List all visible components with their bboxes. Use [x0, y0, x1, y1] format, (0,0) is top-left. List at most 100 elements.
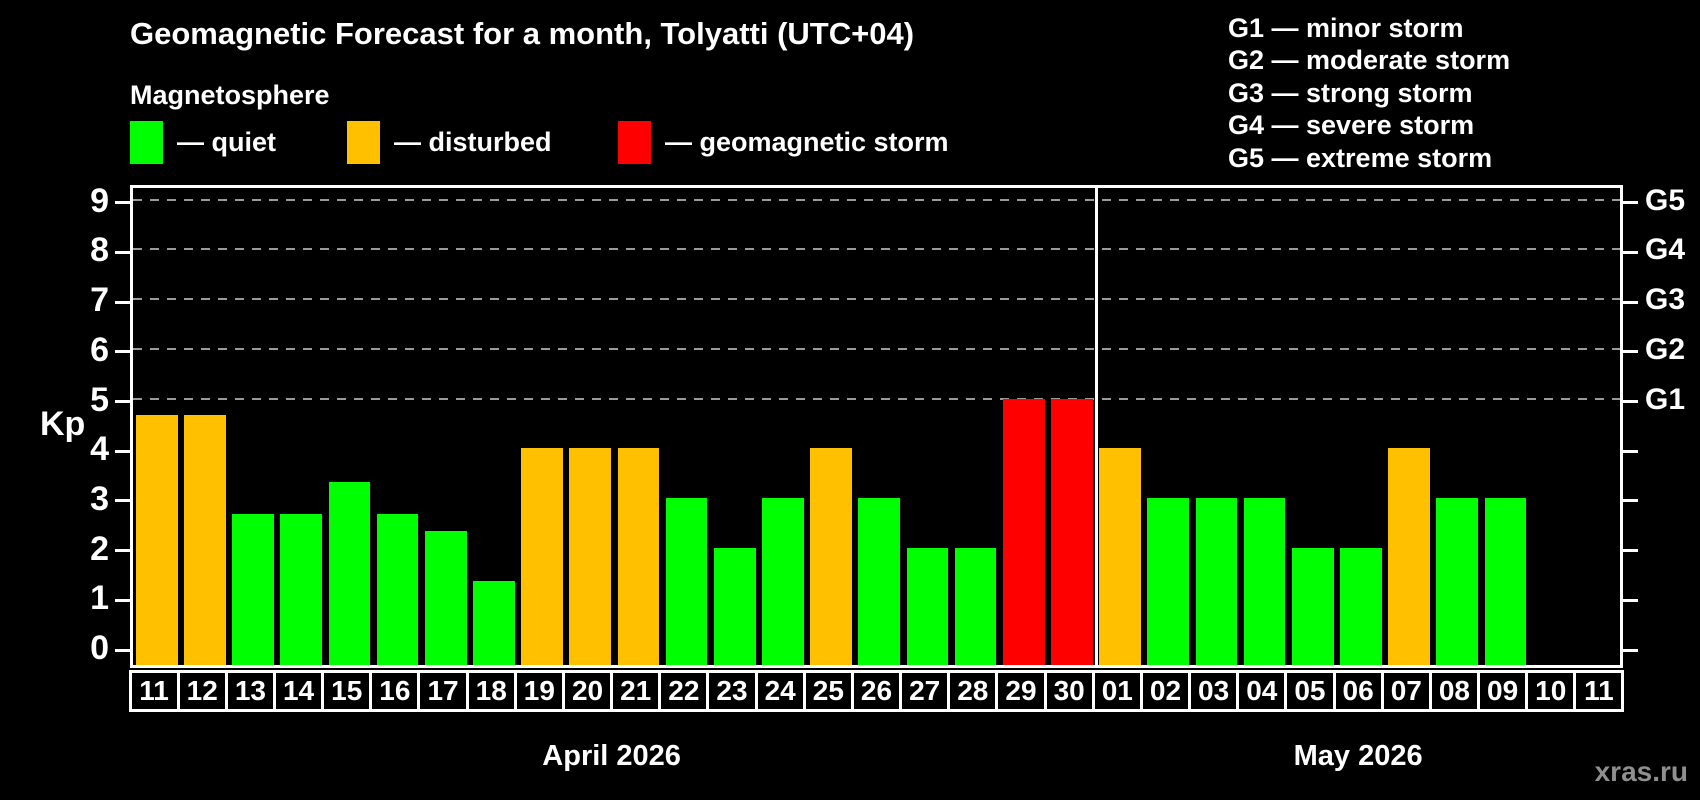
legend-item-storm: — geomagnetic storm	[618, 120, 949, 164]
plot-area	[130, 185, 1623, 668]
kp-bar-april-30	[1051, 398, 1093, 665]
y-axis-tick-left-1	[115, 598, 130, 602]
month-separator-line	[1094, 188, 1098, 665]
y-axis-tick-left-9	[115, 201, 130, 205]
y-axis-label-2: 2	[90, 529, 109, 568]
g-axis-label-g4: G4	[1645, 233, 1686, 267]
y-axis-tick-left-5	[115, 400, 130, 403]
g-legend-line-4: G4 — severe storm	[1228, 110, 1475, 141]
kp-bar-april-18	[473, 580, 515, 665]
day-label-cell-23: 23	[706, 670, 758, 712]
day-label-cell-07: 07	[1380, 670, 1432, 712]
y-axis-tick-right-5	[1623, 400, 1638, 403]
y-axis-tick-right-3	[1623, 499, 1638, 503]
kp-bar-april-22	[665, 497, 708, 665]
y-axis-label-3: 3	[90, 479, 109, 518]
gridline-kp6	[133, 347, 1620, 350]
day-label-cell-18: 18	[465, 670, 517, 712]
legend-label-disturbed: — disturbed	[394, 126, 552, 157]
y-axis-tick-right-7	[1623, 300, 1638, 304]
kp-bar-april-15	[328, 481, 371, 665]
y-axis-tick-right-0	[1623, 648, 1638, 652]
y-axis-label-4: 4	[90, 430, 109, 469]
legend-label-quiet: — quiet	[177, 126, 276, 157]
kp-bar-april-20	[569, 448, 612, 665]
kp-bar-april-24	[762, 497, 804, 665]
kp-axis-title: Kp	[40, 405, 86, 444]
day-label-cell-02: 02	[1139, 670, 1192, 712]
y-axis-tick-right-4	[1623, 449, 1638, 453]
y-axis-label-7: 7	[90, 281, 109, 320]
day-label-cell-27: 27	[899, 670, 951, 712]
kp-bar-may-08	[1436, 497, 1478, 665]
day-label-cell-28: 28	[947, 670, 999, 712]
gridline-kp7	[133, 298, 1620, 301]
day-label-cell-10: 10	[1525, 670, 1577, 712]
gridline-kp9	[133, 198, 1620, 201]
y-axis-label-8: 8	[90, 231, 109, 270]
watermark: xras.ru	[1594, 756, 1688, 787]
day-label-cell-13: 13	[224, 670, 276, 712]
kp-bar-april-16	[376, 514, 419, 665]
y-axis-label-6: 6	[90, 330, 109, 369]
day-label-cell-11: 11	[128, 670, 180, 712]
y-axis-tick-left-4	[115, 449, 130, 453]
y-axis-label-1: 1	[90, 579, 109, 618]
day-label-cell-21: 21	[610, 670, 662, 712]
g-axis-label-g1: G1	[1645, 382, 1686, 416]
y-axis-tick-right-2	[1623, 549, 1638, 553]
day-label-cell-26: 26	[850, 670, 903, 712]
gridline-kp8	[133, 248, 1620, 251]
legend-item-disturbed: — disturbed	[347, 120, 552, 164]
g-legend-line-3: G3 — strong storm	[1228, 77, 1473, 108]
day-label-cell-29: 29	[995, 670, 1047, 712]
g-scale-legend: G1 — minor storm G2 — moderate storm G3 — …	[1228, 12, 1510, 174]
legend-label-storm: — geomagnetic storm	[665, 126, 949, 157]
day-label-cell-06: 06	[1332, 670, 1384, 712]
y-axis-tick-left-6	[115, 350, 130, 354]
y-axis-tick-right-9	[1623, 201, 1638, 205]
day-label-cell-20: 20	[561, 670, 614, 712]
kp-bar-april-17	[424, 531, 467, 665]
kp-bar-april-23	[713, 547, 756, 665]
kp-bar-april-13	[232, 514, 274, 665]
kp-bar-may-06	[1340, 547, 1382, 665]
g-axis-label-g3: G3	[1645, 283, 1686, 317]
month-label-april: April 2026	[542, 740, 681, 772]
day-label-cell-19: 19	[513, 670, 565, 712]
y-axis-tick-left-3	[115, 499, 130, 503]
day-label-cell-16: 16	[369, 670, 421, 712]
kp-bar-april-19	[521, 448, 563, 665]
y-axis-tick-left-0	[115, 648, 130, 652]
g-axis-label-g2: G2	[1645, 332, 1686, 366]
day-label-cell-22: 22	[658, 670, 710, 712]
storm-color-swatch-icon	[618, 120, 651, 164]
legend-item-quiet: — quiet	[130, 120, 276, 164]
y-axis-tick-left-7	[115, 300, 130, 304]
page-title: Geomagnetic Forecast for a month, Tolyat…	[130, 16, 915, 51]
kp-bar-may-05	[1291, 547, 1334, 665]
kp-bar-may-09	[1484, 497, 1527, 665]
day-label-cell-25: 25	[802, 670, 854, 712]
y-axis-tick-left-2	[115, 549, 130, 553]
kp-bar-may-01	[1099, 448, 1141, 665]
kp-bar-april-12	[184, 414, 226, 665]
day-label-cell-03: 03	[1188, 670, 1240, 712]
kp-bar-may-02	[1147, 497, 1190, 665]
kp-bar-may-04	[1243, 497, 1286, 665]
kp-bar-april-21	[617, 448, 660, 665]
quiet-color-swatch-icon	[130, 120, 163, 164]
day-label-cell-01: 01	[1091, 670, 1143, 712]
kp-bar-may-03	[1195, 497, 1238, 665]
day-label-cell-08: 08	[1428, 670, 1480, 712]
day-label-cell-09: 09	[1477, 670, 1529, 712]
g-legend-line-1: G1 — minor storm	[1228, 13, 1464, 43]
y-axis-tick-right-6	[1623, 350, 1638, 354]
disturbed-color-swatch-icon	[347, 120, 380, 164]
kp-bar-april-14	[280, 514, 323, 665]
day-label-cell-24: 24	[754, 670, 806, 712]
kp-bar-april-11	[136, 414, 178, 665]
day-label-cell-11: 11	[1573, 670, 1625, 712]
kp-bar-april-28	[954, 547, 997, 665]
